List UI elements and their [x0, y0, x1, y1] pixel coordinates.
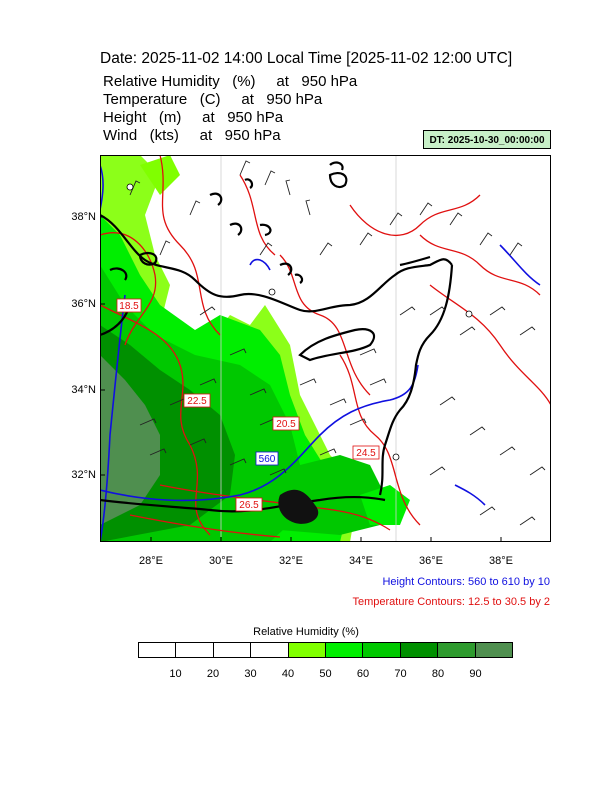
- lat-label-32: 32°N: [71, 469, 96, 481]
- colorbar-box: [326, 643, 364, 657]
- lat-label-36: 36°N: [71, 298, 96, 310]
- map-canvas: 18.5 22.5 20.5 24.5 26.5 560: [100, 155, 551, 542]
- station-markers: [126, 183, 473, 461]
- colorbar-tick-label: 80: [431, 668, 445, 680]
- colorbar-box: [400, 643, 439, 657]
- lon-label-36: 36°E: [419, 555, 443, 567]
- colorbar-title: Relative Humidity (%): [253, 626, 359, 638]
- temp-label-e: 26.5: [239, 500, 259, 511]
- lat-label-34: 34°N: [71, 384, 96, 396]
- colorbar-box: [176, 643, 214, 657]
- dt-badge: DT: 2025-10-30_00:00:00: [423, 130, 551, 149]
- colorbar-box: [475, 643, 513, 657]
- height-contours: [100, 164, 541, 542]
- colorbar-tick-label: 90: [469, 668, 482, 680]
- temp-label-a: 18.5: [119, 301, 139, 312]
- colorbar-box: [251, 643, 289, 657]
- lon-label-34: 34°E: [349, 555, 373, 567]
- colorbar-tick-label: 40: [281, 668, 295, 680]
- colorbar-box: [139, 643, 177, 657]
- map-panel: 18.5 22.5 20.5 24.5 26.5 560: [100, 155, 551, 542]
- temp-label-d: 24.5: [356, 448, 376, 459]
- lon-label-32: 32°E: [279, 555, 303, 567]
- axis-ticks: [100, 216, 502, 542]
- colorbar-tick-label: 20: [206, 668, 220, 680]
- lon-label-38: 38°E: [489, 555, 513, 567]
- height-contour-note: Height Contours: 560 to 610 by 10: [382, 576, 550, 588]
- coastlines: [100, 161, 454, 513]
- variable-line-temp: Temperature (C) at 950 hPa: [103, 91, 323, 108]
- map-frame: [100, 155, 551, 542]
- colorbar: [138, 642, 513, 658]
- colorbar-box: [213, 643, 252, 657]
- temp-label-b: 22.5: [187, 396, 207, 407]
- colorbar-tick-label: 60: [356, 668, 370, 680]
- temp-label-c: 20.5: [276, 419, 296, 430]
- wind-barbs: [129, 160, 546, 526]
- colorbar-box: [288, 643, 327, 657]
- colorbar-tick-label: 50: [319, 668, 332, 680]
- colorbar-box: [363, 643, 401, 657]
- variable-line-height: Height (m) at 950 hPa: [103, 109, 284, 126]
- colorbar-tick-label: 30: [244, 668, 257, 680]
- lon-label-30: 30°E: [209, 555, 233, 567]
- colorbar-box: [438, 643, 476, 657]
- colorbar-tick-label: 70: [394, 668, 407, 680]
- height-label-a: 560: [259, 454, 276, 465]
- variable-line-rh: Relative Humidity (%) at 950 hPa: [103, 73, 358, 90]
- temperature-contours: [100, 155, 551, 538]
- contour-label-group: 18.5 22.5 20.5 24.5 26.5 560: [116, 298, 380, 512]
- lat-label-38: 38°N: [71, 211, 96, 223]
- temperature-contour-note: Temperature Contours: 12.5 to 30.5 by 2: [352, 596, 550, 608]
- colorbar-tick-label: 10: [169, 668, 182, 680]
- map-title: Date: 2025-11-02 14:00 Local Time [2025-…: [100, 50, 513, 67]
- terrain-mask: [278, 489, 319, 524]
- lon-label-28: 28°E: [139, 555, 163, 567]
- variable-line-wind: Wind (kts) at 950 hPa: [103, 127, 281, 144]
